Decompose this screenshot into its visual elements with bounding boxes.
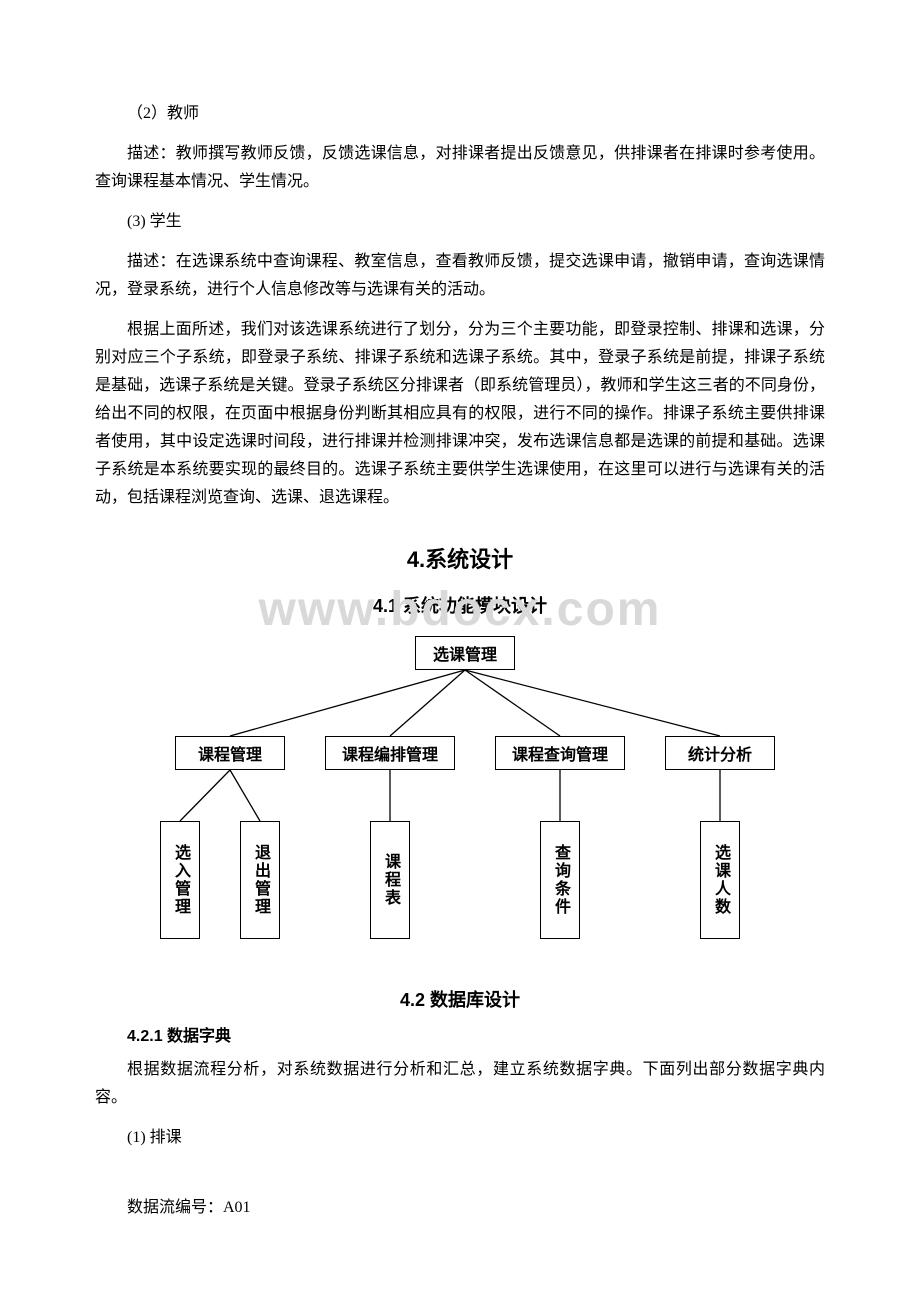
paragraph-schedule-label: (1) 排课: [95, 1124, 825, 1152]
paragraph-teacher-desc: 描述：教师撰写教师反馈，反馈选课信息，对排课者提出反馈意见，供排课者在排课时参考…: [95, 140, 825, 196]
paragraph-teacher-label: （2）教师: [95, 100, 825, 128]
diagram-root-node: 选课管理: [415, 636, 515, 670]
function-module-diagram: 选课管理课程管理 课程编排管理 课程查询管理 统计分析选入管理退出管理 课程表 查询条件 选…: [95, 626, 825, 966]
paragraph-dataflow-id: 数据流编号：A01: [95, 1194, 825, 1222]
heading-system-design: 4.系统设计: [95, 542, 825, 574]
diagram-level3-node: 查询条件: [540, 821, 580, 939]
paragraph-student-label: (3) 学生: [95, 208, 825, 236]
heading-data-dictionary: 4.2.1 数据字典: [95, 1022, 825, 1046]
spacer: [95, 1164, 825, 1194]
paragraph-student-desc: 描述：在选课系统中查询课程、教室信息，查看教师反馈，提交选课申请，撤销申请，查询…: [95, 248, 825, 304]
paragraph-dictionary-desc: 根据数据流程分析，对系统数据进行分析和汇总，建立系统数据字典。下面列出部分数据字…: [95, 1056, 825, 1112]
diagram-level2-node: 课程管理: [175, 736, 285, 770]
diagram-level2-node: 课程编排管理: [325, 736, 455, 770]
heading-function-module: 4.1 系统功能模块设计: [95, 592, 825, 618]
diagram-level2-node: 统计分析: [665, 736, 775, 770]
heading-database-design: 4.2 数据库设计: [95, 986, 825, 1012]
paragraph-summary: 根据上面所述，我们对该选课系统进行了划分，分为三个主要功能，即登录控制、排课和选…: [95, 316, 825, 512]
diagram-level3-node: 退出管理: [240, 821, 280, 939]
diagram-level3-node: 课程表: [370, 821, 410, 939]
diagram-level3-node: 选入管理: [160, 821, 200, 939]
diagram-level3-node: 选课人数: [700, 821, 740, 939]
diagram-level2-node: 课程查询管理: [495, 736, 625, 770]
